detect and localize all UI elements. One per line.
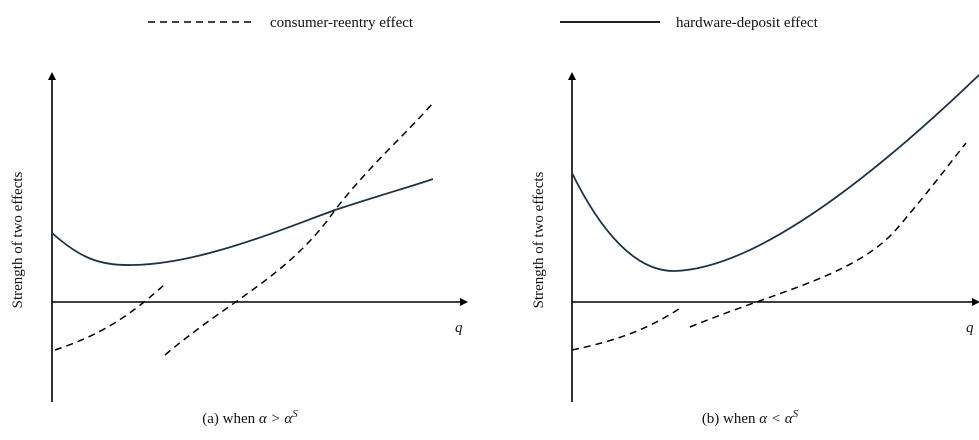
caption-prefix: (b) when [702,411,759,427]
caption-superscript: S [793,408,799,420]
caption: (b) when α < αS [702,408,799,427]
consumer-reentry-curve [571,306,683,351]
x-axis-label: q [966,320,974,336]
hardware-deposit-curve [571,74,979,272]
panel-b: q Strength of two effects (b) when α < α… [531,72,979,427]
consumer-reentry-curve [689,142,967,328]
legend-label: consumer-reentry effect [270,15,414,31]
caption-math: α > α [259,411,293,427]
consumer-reentry-curve [54,283,166,351]
consumer-reentry-curve [164,103,433,356]
y-axis-label: Strength of two effects [531,171,547,308]
caption-math: α < α [759,411,793,427]
x-axis-label: q [455,320,463,336]
hardware-deposit-curve [51,178,434,266]
caption-prefix: (a) when [202,411,259,427]
caption-superscript: S [292,408,298,420]
legend-label: hardware-deposit effect [676,15,819,31]
panel-a: q Strength of two effects (a) when α > α… [10,72,468,427]
y-axis-label: Strength of two effects [10,171,26,308]
caption: (a) when α > αS [202,408,298,427]
